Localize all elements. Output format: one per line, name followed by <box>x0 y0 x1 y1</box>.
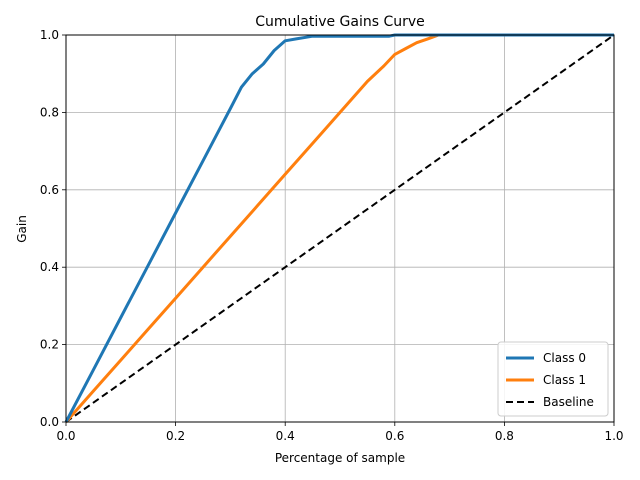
chart-title: Cumulative Gains Curve <box>255 14 425 30</box>
x-tick-label: 0.8 <box>495 429 514 443</box>
legend-label: Class 1 <box>543 373 586 387</box>
x-tick-label: 0.2 <box>166 429 185 443</box>
y-tick-label: 0.8 <box>40 105 59 119</box>
axis-ticks: 0.0 0.2 0.4 0.6 0.8 1.0 0.0 0.2 0.4 0.6 0.8 1.0 <box>40 28 624 443</box>
x-tick-label: 0.4 <box>276 429 295 443</box>
axes-frame <box>65 34 615 423</box>
y-axis-label: Gain <box>15 215 29 243</box>
y-tick-label: 0.6 <box>40 183 59 197</box>
series-line-class-1 <box>64 33 614 423</box>
y-tick-label: 1.0 <box>40 28 59 42</box>
legend-label: Baseline <box>543 395 594 409</box>
y-tick-label: 0.0 <box>40 415 59 429</box>
x-axis-label: Percentage of sample <box>275 451 405 465</box>
legend-box <box>497 341 609 417</box>
legend: Class 0 Class 1 Baseline <box>497 341 609 417</box>
series-line-baseline <box>65 34 615 423</box>
y-tick-label: 0.4 <box>40 260 59 274</box>
x-tick-label: 0.0 <box>56 429 75 443</box>
x-tick-label: 0.6 <box>385 429 404 443</box>
y-tick-label: 0.2 <box>40 338 59 352</box>
legend-label: Class 0 <box>543 351 586 365</box>
x-tick-label: 1.0 <box>604 429 623 443</box>
